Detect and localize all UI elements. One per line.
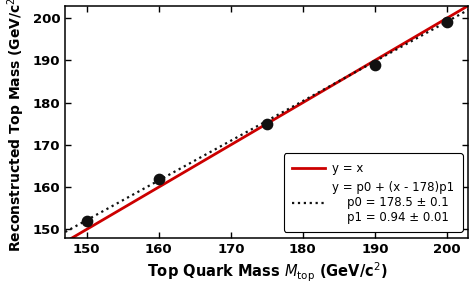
Point — [371, 62, 379, 67]
Point — [83, 219, 91, 223]
Point — [155, 176, 163, 181]
Point — [263, 122, 271, 126]
X-axis label: Top Quark Mass $M_{\mathrm{top}}$ (GeV/c$^{2}$): Top Quark Mass $M_{\mathrm{top}}$ (GeV/c… — [146, 261, 387, 284]
Legend: y = x, y = p0 + (x - 178)p1
    p0 = 178.5 ± 0.1
    p1 = 0.94 ± 0.01: y = x, y = p0 + (x - 178)p1 p0 = 178.5 ±… — [284, 153, 463, 232]
Y-axis label: Reconstructed Top Mass (GeV/c$^{2}$): Reconstructed Top Mass (GeV/c$^{2}$) — [6, 0, 27, 253]
Point — [443, 20, 451, 25]
